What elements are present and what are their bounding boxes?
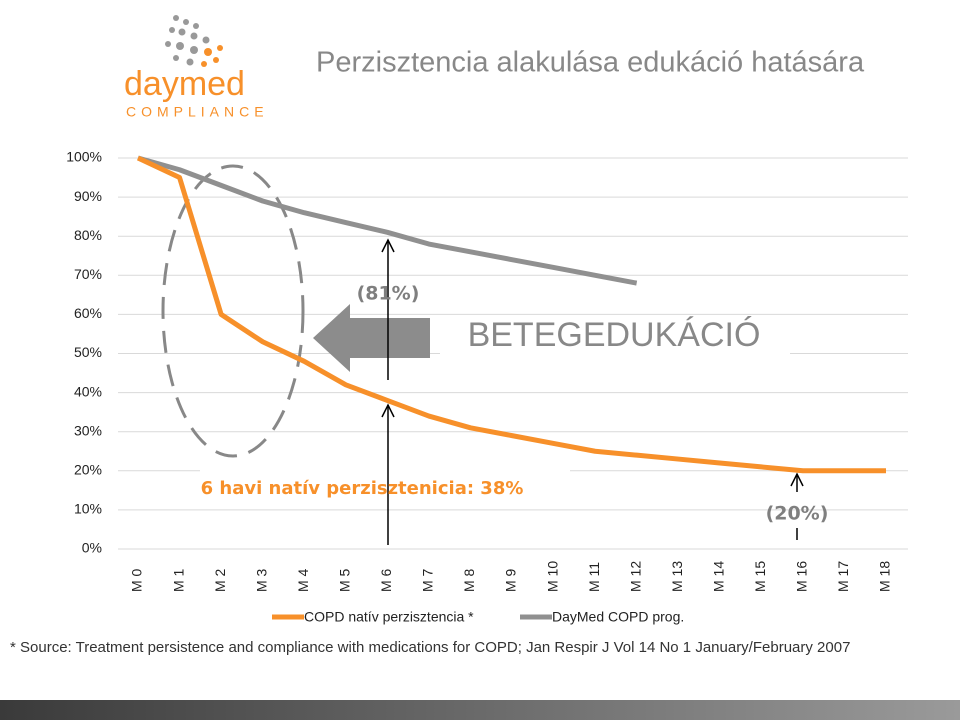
x-tick-label: M 9 [503,568,519,592]
y-tick-label: 20% [74,462,102,478]
x-tick-label: M 10 [544,561,560,592]
y-tick-label: 40% [74,383,102,399]
annotation: (20%) [766,503,829,525]
x-tick-label: M 8 [461,568,477,592]
big-arrow [313,304,430,372]
x-tick-label: M 1 [170,568,186,592]
x-tick-label: M 3 [253,568,269,592]
logo-tagline: COMPLIANCE [126,104,269,120]
annotation: (81%) [357,283,420,305]
chart-title: Perzisztencia alakulása edukáció hatásár… [316,47,865,79]
x-tick-label: M 6 [378,568,394,592]
y-tick-label: 30% [74,422,102,438]
label-backdrop [440,318,790,358]
series-line [137,155,638,286]
x-tick-label: M 0 [129,568,145,592]
y-tick-label: 70% [74,266,102,282]
x-tick-label: M 2 [212,568,228,592]
dashed-ellipse [161,164,305,458]
x-tick-label: M 15 [752,561,768,592]
y-tick-label: 0% [82,540,102,556]
y-tick-label: 10% [74,501,102,517]
x-tick-label: M 12 [627,561,643,592]
y-tick-label: 90% [74,188,102,204]
x-tick-label: M 5 [336,568,352,592]
logo-name: daymed [124,65,245,103]
y-tick-label: 100% [66,149,102,165]
annotation: 6 havi natív perzisztenicia: 38% [201,478,524,499]
y-tick-label: 80% [74,227,102,243]
arrow-head [381,403,395,418]
arrow-head [381,238,395,253]
x-tick-label: M 13 [669,561,685,592]
logo-dots [165,15,223,67]
x-tick-label: M 17 [835,561,851,592]
x-tick-label: M 18 [877,561,893,592]
x-tick-label: M 16 [794,561,810,592]
x-tick-label: M 14 [710,561,726,592]
x-tick-label: M 4 [295,568,311,592]
legend-label: COPD natív perzisztencia * [304,609,474,625]
arrow-head [790,472,804,487]
x-tick-label: M 7 [420,568,436,592]
x-tick-label: M 11 [586,562,602,592]
annotation: BETEGEDUKÁCIÓ [468,316,761,354]
label-backdrop [200,470,570,502]
legend-label: DayMed COPD prog. [552,609,684,625]
y-tick-label: 50% [74,344,102,360]
footer-bar [0,700,960,720]
series-line [136,155,886,474]
y-tick-label: 60% [74,305,102,321]
footnote: * Source: Treatment persistence and comp… [10,639,850,656]
